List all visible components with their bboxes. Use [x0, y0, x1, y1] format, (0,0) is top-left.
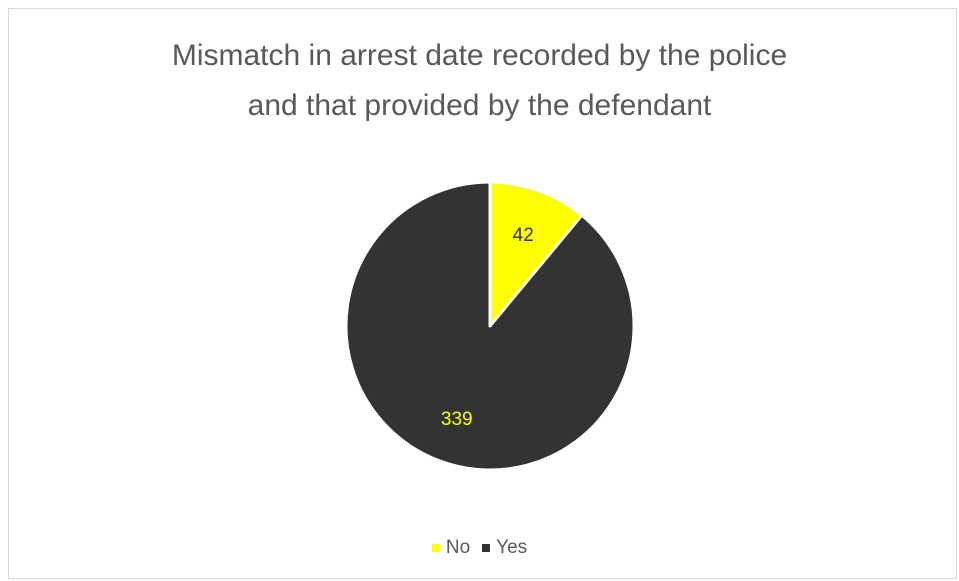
chart-title-line-2: and that provided by the defendant — [247, 89, 712, 122]
chart-title-line-1: Mismatch in arrest date recorded by the … — [171, 39, 788, 72]
legend-swatch-no — [431, 544, 440, 552]
legend: No Yes — [0, 537, 959, 559]
pie-slice-no — [488, 180, 584, 328]
legend-swatch-yes — [482, 544, 491, 552]
data-label-yes: 339 — [441, 409, 473, 430]
legend-item-no: No — [431, 537, 471, 559]
legend-label-yes: Yes — [496, 537, 528, 558]
legend-label-no: No — [445, 537, 471, 558]
legend-item-yes: Yes — [482, 537, 527, 559]
data-label-no: 42 — [513, 225, 534, 246]
pie-slice-yes — [344, 180, 636, 472]
